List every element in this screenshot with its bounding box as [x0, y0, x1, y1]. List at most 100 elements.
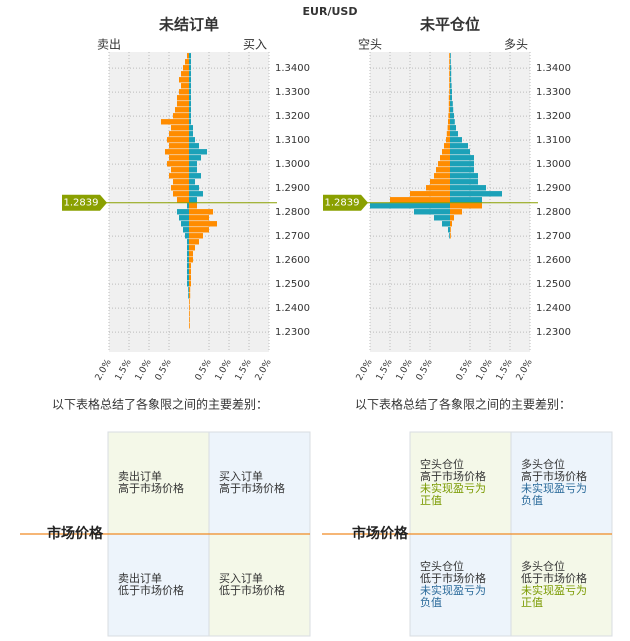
bar	[187, 53, 189, 59]
bar	[450, 179, 478, 185]
bar	[189, 119, 191, 125]
bar	[450, 233, 451, 239]
bar	[449, 83, 450, 89]
cell-text: 低于市场价格	[420, 571, 486, 585]
bar	[450, 125, 456, 131]
bar	[183, 227, 189, 233]
bar	[165, 149, 189, 155]
bar	[183, 65, 189, 71]
bar	[187, 263, 189, 269]
bar	[189, 275, 191, 281]
y-tick-label: 1.2800	[536, 207, 571, 218]
bar	[189, 251, 193, 257]
cell-text: 卖出订单	[118, 571, 162, 585]
bar	[187, 275, 189, 281]
bar	[189, 101, 191, 107]
bar	[181, 83, 189, 89]
bar	[169, 173, 189, 179]
bar	[189, 53, 191, 59]
bar	[449, 71, 450, 77]
cell-text: 多头仓位	[521, 457, 565, 471]
chart-title: 未结订单	[158, 16, 219, 34]
cell-text: 买入订单	[219, 572, 263, 585]
y-tick-label: 1.2300	[275, 327, 310, 338]
market-label: 市场价格	[47, 525, 104, 542]
bar	[450, 167, 474, 173]
cell-text: 空头仓位	[420, 457, 464, 471]
y-tick-label: 1.2400	[536, 303, 571, 314]
bar	[177, 101, 189, 107]
quadrant-cell	[409, 431, 512, 535]
cell-text: 高于市场价格	[118, 481, 184, 495]
x-tick-label: 0.5%	[415, 357, 435, 382]
bar	[448, 113, 450, 119]
y-tick-label: 1.2500	[275, 279, 310, 290]
cell-text: 未实现盈亏为	[521, 481, 587, 495]
bar	[189, 293, 191, 299]
cell-text: 未实现盈亏为	[420, 583, 486, 597]
right-label: 买入	[243, 38, 267, 52]
left-label: 卖出	[97, 38, 121, 52]
bar	[189, 257, 193, 263]
price-label: 1.2839	[64, 198, 99, 209]
bar	[169, 143, 189, 149]
bar	[187, 203, 189, 209]
x-tick-label: 1.0%	[475, 357, 495, 382]
bar	[189, 233, 203, 239]
bar	[187, 257, 189, 263]
x-tick-label: 1.5%	[375, 357, 395, 382]
bar	[446, 131, 450, 137]
bar	[189, 227, 209, 233]
price-tag	[323, 194, 368, 211]
quadrant-cell	[510, 431, 613, 535]
y-tick-label: 1.2700	[536, 231, 571, 242]
x-tick-label: 2.0%	[355, 357, 375, 382]
bar	[434, 215, 450, 221]
x-tick-label: 2.0%	[94, 357, 114, 382]
bar	[189, 179, 195, 185]
bar	[442, 221, 450, 227]
bar	[189, 143, 199, 149]
bar	[189, 239, 199, 245]
bar	[189, 281, 191, 287]
bar	[450, 227, 451, 233]
bar	[167, 137, 189, 143]
bar	[450, 59, 451, 65]
y-tick-label: 1.3000	[275, 159, 310, 170]
bar	[450, 191, 502, 197]
bar	[189, 323, 190, 329]
bar	[450, 137, 462, 143]
cell-text: 负值	[521, 493, 543, 507]
bar	[450, 221, 452, 227]
y-tick-label: 1.3100	[275, 135, 310, 146]
bar	[448, 119, 450, 125]
bar	[189, 89, 191, 95]
cell-text: 买入订单	[219, 470, 263, 483]
bar	[189, 125, 193, 131]
bar	[177, 95, 189, 101]
bar	[181, 221, 189, 227]
bar	[450, 101, 453, 107]
bar	[169, 131, 189, 137]
bar	[446, 137, 450, 143]
market-label: 市场价格	[352, 525, 409, 542]
bar	[449, 65, 450, 71]
x-tick-label: 1.0%	[214, 357, 234, 382]
bar	[189, 131, 193, 137]
cell-text: 正值	[420, 494, 442, 507]
quadrant-cell	[107, 533, 210, 637]
bar	[450, 197, 482, 203]
bar	[448, 95, 450, 101]
left-label: 空头	[358, 38, 382, 52]
bar	[450, 203, 482, 209]
bar	[448, 227, 450, 233]
y-tick-label: 1.3300	[275, 87, 310, 98]
bar	[189, 185, 199, 191]
x-tick-label: 1.5%	[234, 357, 254, 382]
cell-text: 低于市场价格	[219, 583, 285, 597]
y-tick-label: 1.2400	[275, 303, 310, 314]
x-tick-label: 1.5%	[114, 357, 134, 382]
bar	[173, 191, 189, 197]
bar	[450, 83, 452, 89]
